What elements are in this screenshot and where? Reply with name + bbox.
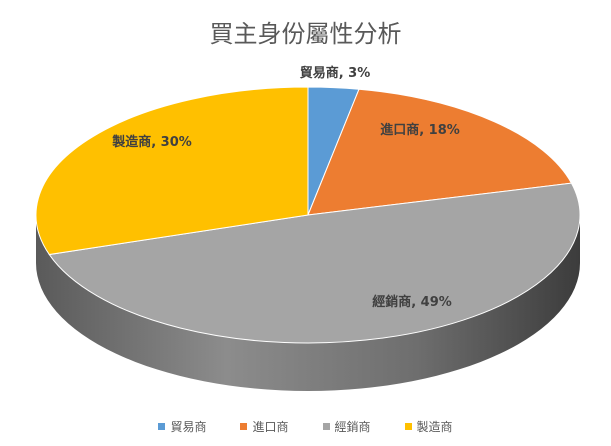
legend-label: 經銷商 [334,420,371,434]
legend-swatch [322,423,330,430]
legend-label: 貿易商 [170,420,207,434]
pie-labels: 貿易商, 3% 進口商, 18% 經銷商, 49% 製造商, 30% [111,65,460,310]
chart-legend: 貿易商 進口商 經銷商 製造商 [0,418,611,435]
slice-data-label: 貿易商, 3% [300,65,371,81]
legend-item: 經銷商 [322,418,371,435]
pie-slices [35,86,581,344]
slice-data-label: 經銷商, 49% [372,294,452,310]
legend-item: 製造商 [404,418,453,435]
legend-label: 進口商 [252,420,289,434]
pie-slice-2 [307,88,573,216]
slice-data-label: 進口商, 18% [380,122,460,138]
pie-side-wall [36,215,580,391]
pie-side-face [36,215,580,391]
pie-slice-3 [48,182,581,344]
legend-swatch [158,423,166,430]
legend-swatch [404,423,412,430]
pie-slice-4 [35,86,309,256]
legend-item: 貿易商 [158,418,206,435]
legend-swatch [240,423,248,430]
legend-item: 進口商 [240,418,289,435]
legend-label: 製造商 [416,420,453,434]
chart-title: 買主身份屬性分析 [209,20,402,48]
slice-data-label: 製造商, 30% [111,134,192,150]
